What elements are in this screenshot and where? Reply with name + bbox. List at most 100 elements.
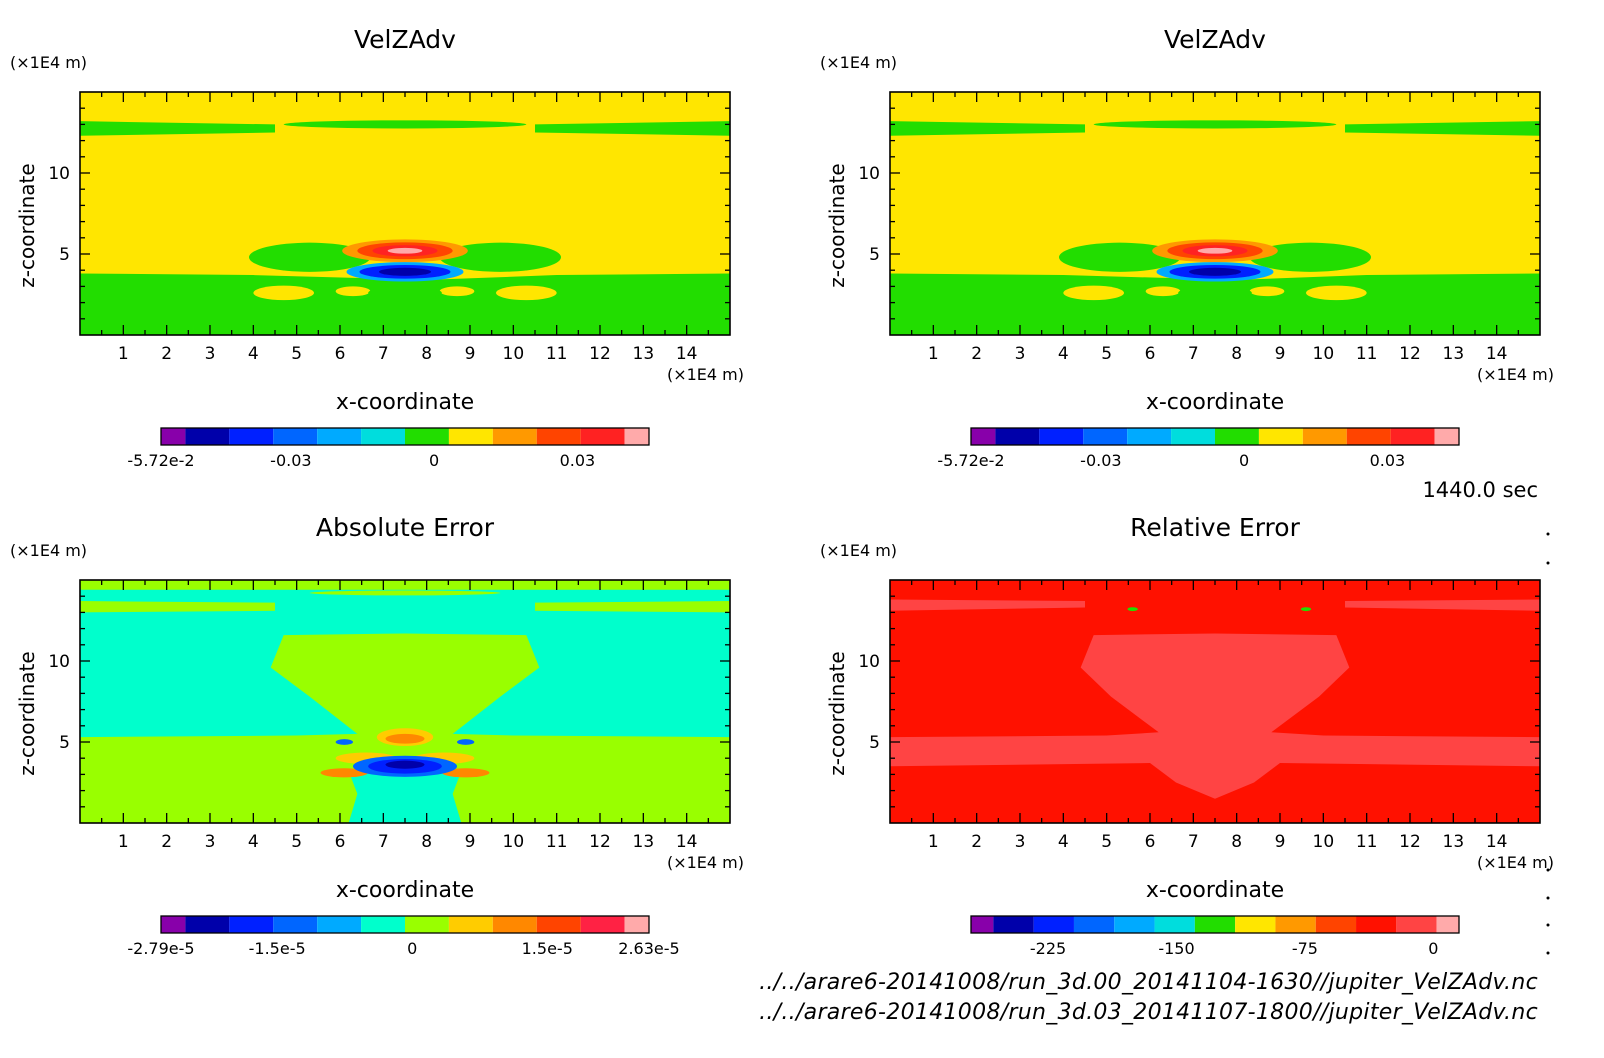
colorbar-segment [317,428,362,445]
colorbar-segment [405,428,449,445]
colorbar-tick-label: -150 [1158,939,1194,958]
y-axis-label: z-coordinate [15,651,39,775]
panel-4: Relative Error(×1E4 m)1 2 3 4 5 6 7 8 9 10 11 12 13 1… [820,513,1554,958]
x-tick-label: 7 [378,344,389,364]
colorbar-segment [1356,916,1397,933]
heatmap-field [80,92,730,335]
y-tick-label: 5 [59,245,70,265]
colorbar-segment [1302,428,1347,445]
y-tick-label: 5 [869,733,880,753]
x-tick-label: 14 [676,832,698,852]
x-tick-label: 9 [1275,344,1286,364]
colorbar-tick-label: -2.79e-5 [127,939,194,958]
panel-title: Absolute Error [316,513,495,542]
colorbar: -5.72e-2 -0.03 0 0.03 [937,427,1460,470]
x-tick-label: 13 [633,832,655,852]
colorbar-segment [624,916,649,933]
y-tick-label: 10 [858,652,880,672]
x-tick-label: 9 [465,344,476,364]
x-unit: (×1E4 m) [1477,853,1554,872]
colorbar-segment [995,428,1040,445]
margin-dot [1546,923,1550,927]
x-tick-label: 11 [546,832,568,852]
x-tick-label: 9 [465,832,476,852]
x-tick-label: 13 [1443,832,1465,852]
colorbar-tick-label: 1.5e-5 [522,939,573,958]
colorbar-tick-label: 0.03 [1370,451,1406,470]
colorbar-segment [536,916,581,933]
colorbar-segment [229,916,274,933]
x-tick-label: 7 [1188,832,1199,852]
time-label: 1440.0 sec [1422,478,1538,502]
colorbar-tick-label: -0.03 [270,451,311,470]
colorbar-tick-label: 0 [429,451,439,470]
x-axis-label: x-coordinate [336,878,474,903]
colorbar-segment [492,916,537,933]
x-tick-label: 8 [1231,832,1242,852]
colorbar-tick-label: 0 [1239,451,1249,470]
x-tick-label: 8 [1231,344,1242,364]
x-tick-label: 12 [1399,344,1421,364]
colorbar-tick-label: -75 [1292,939,1318,958]
y-unit: (×1E4 m) [820,541,897,560]
x-tick-label: 8 [421,832,432,852]
file-path-2: ../../arare6-20141008/run_3d.03_20141107… [759,1000,1538,1025]
colorbar-segment [1127,428,1172,445]
y-tick-label: 5 [869,245,880,265]
colorbar-segment [1114,916,1155,933]
margin-dot [1546,561,1550,565]
colorbar-tick-label: -5.72e-2 [937,451,1004,470]
x-tick-label: 4 [1058,832,1069,852]
colorbar-segment [1346,428,1391,445]
y-unit: (×1E4 m) [10,53,87,72]
x-tick-label: 3 [1015,344,1026,364]
colorbar-segment [1039,428,1084,445]
colorbar-tick-label: -0.03 [1080,451,1121,470]
x-tick-label: 9 [1275,832,1286,852]
panel-1: VelZAdv(×1E4 m)1 2 3 4 5 6 7 8 9 10 11 12 13 14510(×1… [10,25,744,470]
x-unit: (×1E4 m) [667,365,744,384]
x-tick-label: 8 [421,344,432,364]
x-tick-label: 11 [1356,832,1378,852]
x-tick-label: 3 [205,832,216,852]
x-tick-label: 12 [589,832,611,852]
colorbar-tick-label: -5.72e-2 [127,451,194,470]
x-tick-label: 6 [335,832,346,852]
y-unit: (×1E4 m) [10,541,87,560]
y-unit: (×1E4 m) [820,53,897,72]
y-axis-label: z-coordinate [825,651,849,775]
colorbar-segment [624,428,649,445]
colorbar-segment [1171,428,1215,445]
heatmap-field [80,580,730,823]
x-tick-label: 6 [1145,344,1156,364]
x-tick-label: 3 [1015,832,1026,852]
colorbar-segment [361,916,405,933]
colorbar-tick-label: -1.5e-5 [249,939,306,958]
colorbar-tick-label: 0.03 [560,451,596,470]
x-tick-label: 6 [1145,832,1156,852]
colorbar: -225 -150 -75 0 [970,915,1460,958]
x-tick-label: 10 [503,832,525,852]
colorbar-segment [405,916,449,933]
colorbar-segment [1194,916,1236,933]
y-axis-label: z-coordinate [15,163,39,287]
colorbar-segment [229,428,274,445]
panel-3: Absolute Error(×1E4 m)1 2 3 4 5 6 7 8 9 10 11 12 13 1… [10,513,744,958]
colorbar-segment [448,428,493,445]
x-tick-label: 2 [971,832,982,852]
margin-dot [1546,868,1550,872]
x-tick-label: 2 [971,344,982,364]
panel-title: Relative Error [1130,513,1300,542]
colorbar-frame [970,427,1460,446]
colorbar-tick-label: 0 [1428,939,1438,958]
colorbar-segment [1275,916,1316,933]
x-tick-label: 1 [928,832,939,852]
colorbar-segment [317,916,362,933]
x-tick-label: 2 [161,832,172,852]
x-tick-label: 13 [633,344,655,364]
x-tick-label: 4 [248,344,259,364]
colorbar-segment [1154,916,1195,933]
colorbar-segment [1083,428,1128,445]
x-axis-label: x-coordinate [1146,878,1284,903]
colorbar-segment [1215,428,1259,445]
